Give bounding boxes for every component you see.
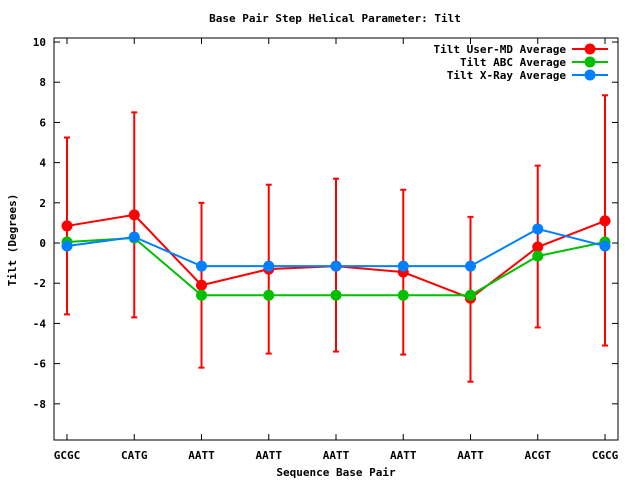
y-tick-label: -8 [33,398,46,411]
data-point [599,240,611,252]
chart-title: Base Pair Step Helical Parameter: Tilt [209,12,461,25]
x-tick-label: AATT [188,449,215,462]
data-point [532,223,544,235]
data-point [465,289,476,301]
data-point [128,209,140,221]
legend-label: Tilt User-MD Average [434,43,567,56]
series-2 [61,223,611,272]
x-tick-label: ACGT [525,449,552,462]
y-tick-label: -2 [33,277,46,290]
data-point [196,279,207,291]
data-point [532,241,544,253]
data-point [599,215,611,227]
legend-marker [584,43,596,55]
data-point [128,231,140,243]
x-tick-label: AATT [390,449,417,462]
y-tick-label: 8 [39,76,46,89]
x-tick-label: AATT [256,449,283,462]
data-point [263,289,275,301]
data-point [61,240,73,252]
legend-marker [584,56,596,68]
y-tick-label: 10 [33,36,46,49]
legend-label: Tilt ABC Average [460,56,566,69]
data-point [465,260,476,272]
x-tick-label: AATT [323,449,350,462]
data-point [61,220,73,232]
y-tick-label: 4 [39,157,46,170]
data-point [330,289,342,301]
x-tick-label: AATT [457,449,484,462]
x-tick-label: CATG [121,449,148,462]
data-point [196,260,207,272]
series-0 [61,94,611,383]
x-tick-label: GCGC [54,449,81,462]
y-tick-label: -4 [33,317,47,330]
y-axis-label: Tilt (Degrees) [6,194,19,287]
legend-label: Tilt X-Ray Average [447,69,567,82]
data-point [196,289,207,301]
y-tick-label: 0 [39,237,46,250]
y-tick-label: 2 [39,197,46,210]
y-tick-label: -6 [33,358,47,371]
legend-marker [584,69,596,81]
data-point [330,260,342,272]
x-tick-label: CGCG [592,449,619,462]
y-tick-label: 6 [39,116,46,129]
data-point [263,260,275,272]
data-point [397,289,409,301]
x-axis-label: Sequence Base Pair [276,466,396,479]
data-point [532,250,544,262]
data-point [397,260,409,272]
